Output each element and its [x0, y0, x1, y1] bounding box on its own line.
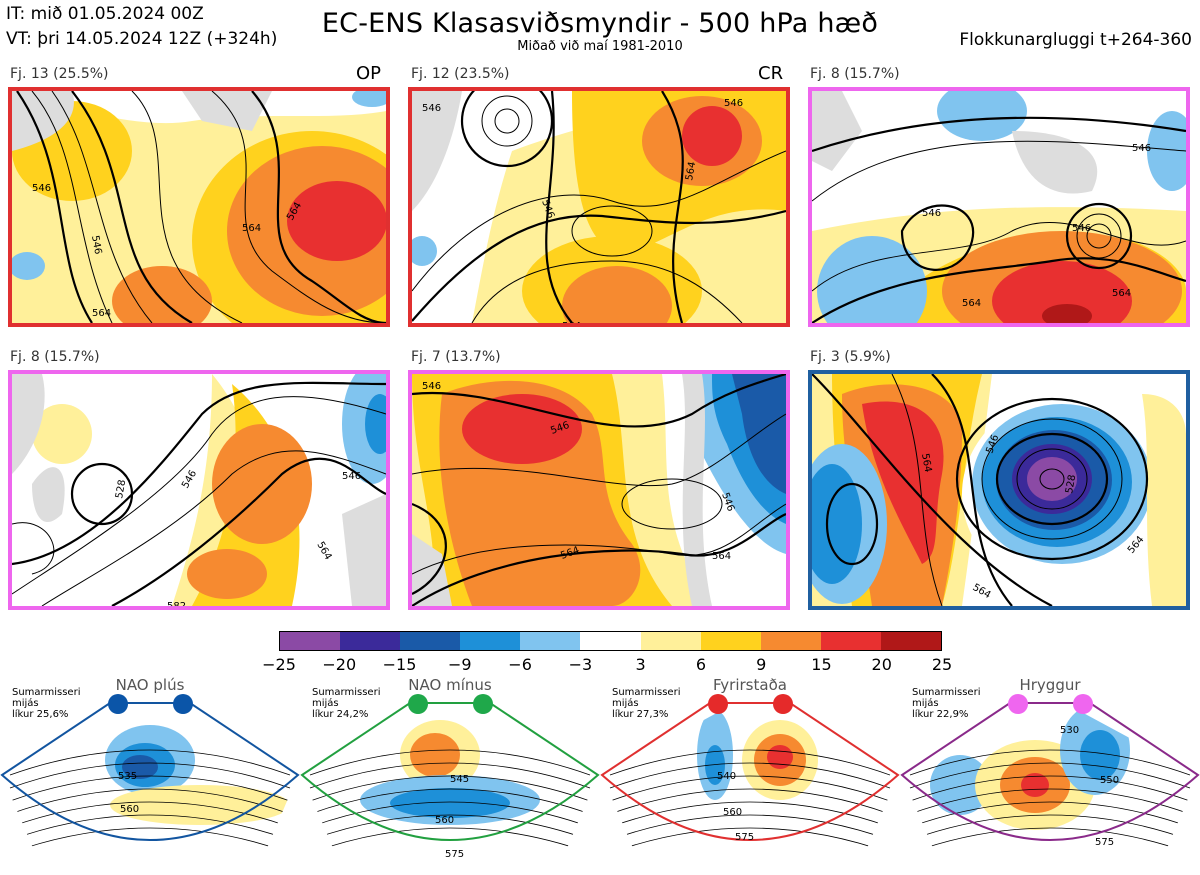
contour-label: 546 — [724, 98, 743, 109]
contour-label: 528 — [114, 479, 128, 500]
regime-marker-dot — [473, 694, 493, 714]
regime-contour-label: 560 — [723, 807, 742, 818]
regime-name: Hryggur — [1019, 676, 1081, 694]
colorbar-tick-label: −3 — [568, 655, 593, 674]
regime-contour-label: 550 — [1100, 775, 1119, 786]
regime-marker-dot — [708, 694, 728, 714]
colorbar-swatch — [760, 632, 821, 650]
regime-probability: Sumarmisseri mijás líkur 22,9% — [912, 687, 981, 720]
cluster-map-4: 528 546 546 564 582 — [8, 370, 390, 610]
colorbar-swatch — [520, 632, 581, 650]
anomaly-colorbar — [279, 631, 942, 651]
contour-label: 546 — [422, 381, 441, 392]
regime-name: Fyrirstaða — [713, 676, 787, 694]
regime-contour-label: 530 — [1060, 725, 1079, 736]
cluster-map-5: 546 546 546 564 564 — [408, 370, 790, 610]
contour-label: 564 — [1112, 288, 1131, 299]
page-title: EC-ENS Klasasviðsmyndir - 500 hPa hæð — [321, 8, 879, 39]
regime-probability: Sumarmisseri mijás líkur 24,2% — [312, 687, 381, 720]
regime-marker-dot — [408, 694, 428, 714]
cluster-map-3: 546 546 546 564 564 — [808, 87, 1190, 327]
regime-name: NAO mínus — [408, 676, 492, 694]
regime-ridge: 530 550 575 Hryggur Sumarmisseri mijás líkur 2… — [900, 675, 1200, 875]
cluster-label: Fj. 7 (13.7%) — [411, 349, 501, 365]
colorbar-swatch — [820, 632, 881, 650]
cluster-tag: OP — [356, 63, 382, 84]
regime-blocking: 540 560 575 Fyrirstaða Sumarmisseri mijás líku… — [600, 675, 900, 875]
regime-contour-label: 560 — [435, 815, 454, 826]
regime-contour-label: 560 — [120, 804, 139, 815]
regime-nao-minus: 545 560 575 NAO mínus Sumarmisseri mijás líkur… — [300, 675, 600, 875]
contour-label: 564 — [92, 308, 111, 319]
regime-contour-label: 575 — [735, 832, 754, 843]
cluster-label: Fj. 8 (15.7%) — [810, 66, 900, 82]
colorbar-tick-label: 20 — [871, 655, 892, 674]
contour-label: 564 — [962, 298, 981, 309]
contour-label: 546 — [1132, 143, 1151, 154]
regime-nao-plus: 535 560 NAO plús Sumarmisseri mijás líkur 25,… — [0, 675, 300, 875]
regime-contour-label: 575 — [1095, 837, 1114, 848]
contour-label: 546 — [32, 183, 51, 194]
colorbar-swatch — [460, 632, 521, 650]
cluster-map-1: 546 564 546 564 564 — [8, 87, 390, 327]
contour-label: 546 — [89, 235, 103, 256]
colorbar-swatch — [640, 632, 701, 650]
colorbar-tick-label: −20 — [322, 655, 357, 674]
colorbar-tick-label: −25 — [262, 655, 296, 674]
colorbar-swatch — [400, 632, 461, 650]
cluster-tag: CR — [758, 63, 784, 84]
contour-label: 564 — [684, 161, 698, 182]
regime-contour-label: 575 — [445, 849, 464, 860]
colorbar-swatch — [580, 632, 641, 650]
regime-probability: Sumarmisseri mijás líkur 27,3% — [612, 687, 681, 720]
cluster-label: Fj. 13 (25.5%) — [10, 66, 109, 82]
contour-label: 582 — [167, 601, 186, 606]
regime-map: 530 550 575 — [900, 694, 1200, 854]
regime-marker-dot — [1008, 694, 1028, 714]
cluster-map-2: 546 546 564 546 564 — [408, 87, 790, 327]
colorbar-tick-label: 15 — [811, 655, 832, 674]
initial-time: IT: mið 01.05.2024 00Z — [6, 4, 204, 24]
regime-marker-dot — [173, 694, 193, 714]
colorbar-tick-label: 9 — [756, 655, 767, 674]
contour-label: 528 — [1064, 474, 1078, 495]
regime-marker-dot — [773, 694, 793, 714]
contour-label: 564 — [712, 551, 731, 562]
regime-name: NAO plús — [115, 676, 185, 694]
cluster-label: Fj. 8 (15.7%) — [10, 349, 100, 365]
colorbar-tick-label: 25 — [931, 655, 953, 674]
page-subtitle: Miðað við maí 1981-2010 — [517, 39, 683, 54]
colorbar-tick-label: 3 — [635, 655, 646, 674]
regime-contour-label: 535 — [118, 771, 137, 782]
classification-window: Flokkunargluggi t+264-360 — [959, 30, 1192, 50]
contour-label: 564 — [242, 223, 261, 234]
valid-time: VT: þri 14.05.2024 12Z (+324h) — [6, 29, 278, 49]
cluster-label: Fj. 3 (5.9%) — [810, 349, 891, 365]
contour-label: 546 — [422, 103, 441, 114]
contour-label: 564 — [562, 321, 581, 323]
colorbar-swatch — [700, 632, 761, 650]
colorbar-swatch — [340, 632, 401, 650]
contour-label: 564 — [919, 453, 933, 474]
colorbar-tick-label: 6 — [695, 655, 706, 674]
regime-marker-dot — [1073, 694, 1093, 714]
regime-map: 535 560 — [0, 694, 300, 854]
colorbar-swatch — [280, 632, 341, 650]
contour-label: 546 — [922, 208, 941, 219]
regime-contour-label: 540 — [717, 771, 736, 782]
colorbar-tick-label: −6 — [508, 655, 532, 674]
colorbar-swatch — [880, 632, 942, 650]
regime-contour-label: 545 — [450, 774, 469, 785]
regime-marker-dot — [108, 694, 128, 714]
contour-label: 546 — [342, 471, 361, 482]
regime-probability: Sumarmisseri mijás líkur 25,6% — [12, 687, 81, 720]
regime-map: 545 560 575 — [300, 694, 600, 860]
regime-map: 540 560 575 — [600, 694, 900, 854]
cluster-label: Fj. 12 (23.5%) — [411, 66, 510, 82]
contour-label: 546 — [1072, 223, 1091, 234]
colorbar-tick-label: −9 — [448, 655, 472, 674]
colorbar-tick-label: −15 — [382, 655, 417, 674]
cluster-map-6: 528 546 564 564 564 — [808, 370, 1190, 610]
